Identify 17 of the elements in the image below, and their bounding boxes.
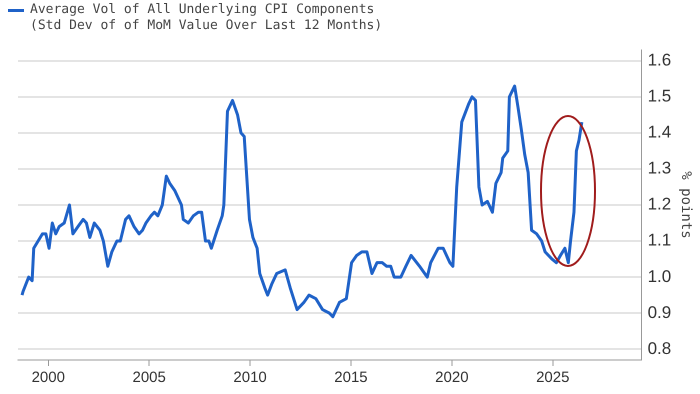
y-tick-label: 1.1 (648, 230, 672, 250)
y-tick-label: 1.3 (648, 158, 672, 178)
y-tick-label: 0.8 (648, 338, 672, 358)
x-tick-label: 2010 (233, 369, 267, 386)
x-tick-label: 2000 (32, 369, 65, 386)
y-tick-label: 1.6 (648, 50, 672, 70)
x-tick-label: 2005 (132, 369, 166, 386)
x-tick-label: 2025 (536, 369, 570, 386)
y-tick-label: 1.5 (648, 86, 672, 106)
legend-label: Average Vol of All Underlying CPI Components (Std Dev of of MoM Value Over Last 12 Months) (30, 2, 384, 34)
y-tick-label: 0.9 (648, 302, 672, 322)
y-tick-label: 1.2 (648, 194, 672, 214)
y-axis-title: % points (678, 171, 694, 239)
x-tick-label: 2020 (435, 369, 469, 386)
y-tick-label: 1.0 (648, 266, 672, 286)
x-tick-label: 2015 (334, 369, 368, 386)
y-tick-label: 1.4 (648, 122, 672, 142)
